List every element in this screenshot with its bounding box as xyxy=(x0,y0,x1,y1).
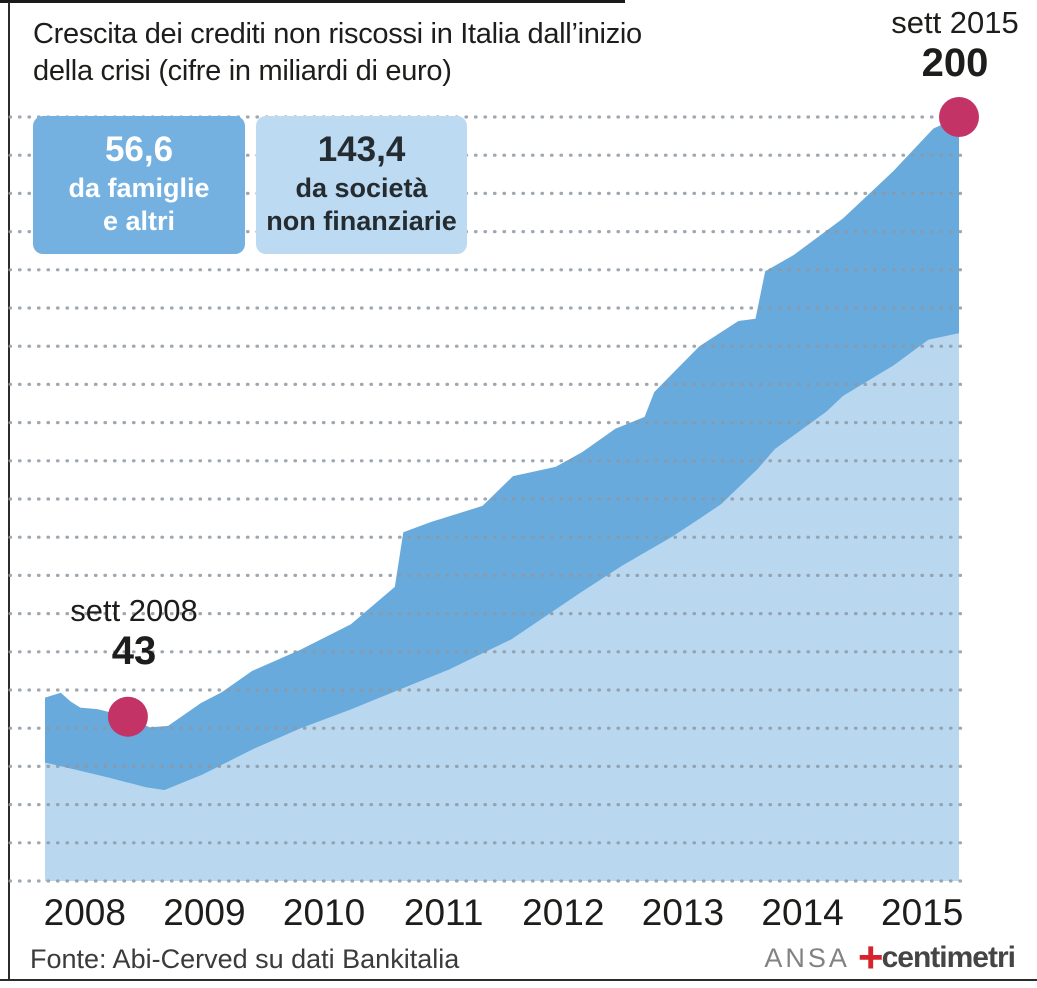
legend-societa-value: 143,4 xyxy=(317,130,406,169)
annotation-sett-2015: sett 2015 200 xyxy=(880,4,1030,85)
x-axis-label: 2015 xyxy=(881,892,964,933)
legend-famiglie-value: 56,6 xyxy=(104,130,174,169)
centimetri-wordmark: centimetri xyxy=(881,941,1016,974)
plus-icon: + xyxy=(857,933,884,982)
chart-title-line-1: Crescita dei crediti non riscossi in Ita… xyxy=(33,18,642,50)
left-border-line xyxy=(8,2,10,979)
annotation-start-label: sett 2008 xyxy=(70,593,198,628)
x-axis-label: 2009 xyxy=(163,892,246,933)
marker-dot xyxy=(939,97,979,137)
annotation-start-value: 43 xyxy=(111,629,157,673)
area-societa-non-finanziarie xyxy=(45,333,959,881)
top-edge-bar xyxy=(0,0,625,3)
x-axis-label: 2013 xyxy=(641,892,725,933)
chart-title-line-2: della crisi (cifre in miliardi di euro) xyxy=(33,55,452,87)
bottom-border-line xyxy=(0,979,1037,981)
chart-title: Crescita dei crediti non riscossi in Ita… xyxy=(33,16,642,90)
x-axis-label: 2011 xyxy=(403,892,484,933)
x-axis: 2008 2009 2010 2011 2012 2013 2014 2015 xyxy=(25,892,982,934)
x-axis-label: 2010 xyxy=(282,892,366,933)
annotation-sett-2008: sett 2008 43 xyxy=(59,592,209,673)
ansa-wordmark: ANSA xyxy=(764,942,850,973)
legend-box-famiglie: 56,6 da famiglie e altri xyxy=(33,116,245,254)
annotation-end-value: 200 xyxy=(921,41,989,85)
legend-societa-label-1: da società xyxy=(295,173,428,203)
ansa-centimetri-logo: ANSA + centimetri xyxy=(764,933,1016,982)
legend-famiglie-label-1: da famiglie xyxy=(68,173,210,203)
marker-dot xyxy=(107,696,148,737)
x-axis-label: 2012 xyxy=(522,892,605,933)
legend-societa-label-2: non finanziarie xyxy=(266,206,457,236)
source-note: Fonte: Abi-Cerved su dati Bankitalia xyxy=(30,944,460,974)
x-axis-label: 2008 xyxy=(43,892,126,933)
legend-famiglie-label-2: e altri xyxy=(102,206,176,236)
annotation-end-label: sett 2015 xyxy=(891,5,1019,40)
x-axis-label: 2014 xyxy=(761,892,844,933)
legend-box-societa: 143,4 da società non finanziarie xyxy=(256,116,467,254)
